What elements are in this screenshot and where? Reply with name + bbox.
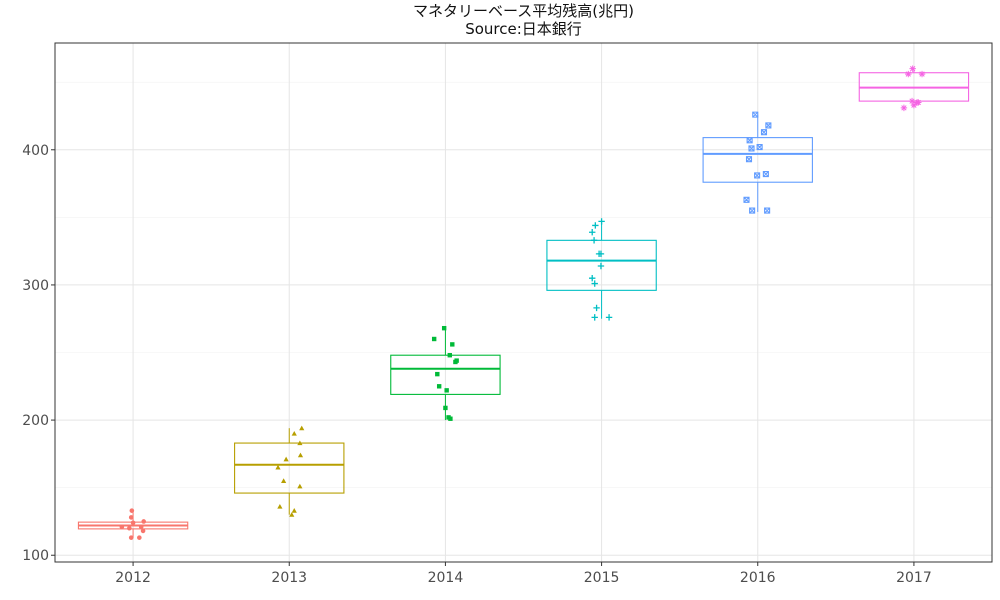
data-point xyxy=(130,520,136,526)
data-point xyxy=(450,342,455,347)
data-point xyxy=(743,196,750,203)
data-point xyxy=(297,483,303,489)
plot-frame xyxy=(54,42,993,563)
y-tick-label: 300 xyxy=(22,278,49,294)
data-point xyxy=(597,262,605,270)
data-point xyxy=(127,525,132,531)
chart-subtitle: Source:日本銀行 xyxy=(465,20,582,38)
data-point xyxy=(589,229,596,236)
data-point xyxy=(913,99,921,106)
data-point xyxy=(756,144,763,151)
data-point xyxy=(597,250,605,258)
data-point xyxy=(138,524,144,530)
data-point xyxy=(291,508,297,513)
data-point xyxy=(141,519,147,524)
chart-title-block: マネタリーベース平均残高(兆円) Source:日本銀行 xyxy=(55,2,992,38)
data-point xyxy=(129,508,135,513)
data-point xyxy=(590,237,598,244)
data-point xyxy=(746,137,753,144)
data-point xyxy=(435,371,440,377)
data-point xyxy=(909,65,916,72)
box-2015 xyxy=(546,239,657,291)
data-point xyxy=(289,512,295,517)
data-point xyxy=(760,129,768,136)
data-point xyxy=(299,425,305,431)
data-point xyxy=(764,207,771,214)
data-point xyxy=(605,314,613,321)
data-point xyxy=(589,274,596,282)
x-tick-label: 2015 xyxy=(584,570,620,586)
data-point xyxy=(762,171,769,178)
data-point xyxy=(593,304,600,312)
data-point xyxy=(591,314,598,321)
data-point xyxy=(448,416,453,421)
data-point xyxy=(748,145,755,152)
data-point xyxy=(291,431,297,436)
data-point xyxy=(745,156,753,163)
y-tick-label: 200 xyxy=(22,413,49,429)
data-point xyxy=(128,535,134,540)
box-2014 xyxy=(390,354,501,395)
data-point xyxy=(283,456,289,462)
data-point xyxy=(436,384,442,389)
box-2013 xyxy=(234,442,345,494)
x-tick-label: 2014 xyxy=(428,570,464,586)
chart-title: マネタリーベース平均残高(兆円) xyxy=(413,2,634,20)
data-point xyxy=(453,359,458,365)
x-tick-label: 2013 xyxy=(271,570,307,586)
data-point xyxy=(431,336,437,342)
data-point xyxy=(119,524,125,530)
data-point xyxy=(447,353,452,358)
data-point xyxy=(908,97,916,105)
data-point xyxy=(297,440,303,446)
data-point xyxy=(128,515,134,520)
data-point xyxy=(752,111,759,118)
box-2016 xyxy=(702,137,813,183)
data-point xyxy=(918,70,926,78)
data-point xyxy=(277,503,283,509)
data-point xyxy=(598,218,605,225)
data-point xyxy=(592,222,599,229)
x-tick-label: 2016 xyxy=(740,570,776,586)
data-point xyxy=(754,172,761,179)
data-point xyxy=(591,280,598,287)
data-point xyxy=(905,70,912,78)
data-point xyxy=(765,122,772,129)
x-tick-label: 2017 xyxy=(896,570,932,586)
y-tick-label: 100 xyxy=(22,548,49,564)
data-point xyxy=(281,478,287,483)
data-point xyxy=(910,101,918,109)
data-point xyxy=(441,325,447,331)
data-point xyxy=(900,104,908,112)
data-point xyxy=(140,528,146,534)
data-point xyxy=(297,452,304,458)
data-point xyxy=(749,207,756,214)
data-point xyxy=(137,535,142,540)
data-point xyxy=(443,405,448,411)
y-tick-label: 400 xyxy=(22,143,49,159)
x-tick-label: 2012 xyxy=(115,570,151,586)
data-point xyxy=(444,388,449,393)
data-point xyxy=(275,464,281,470)
